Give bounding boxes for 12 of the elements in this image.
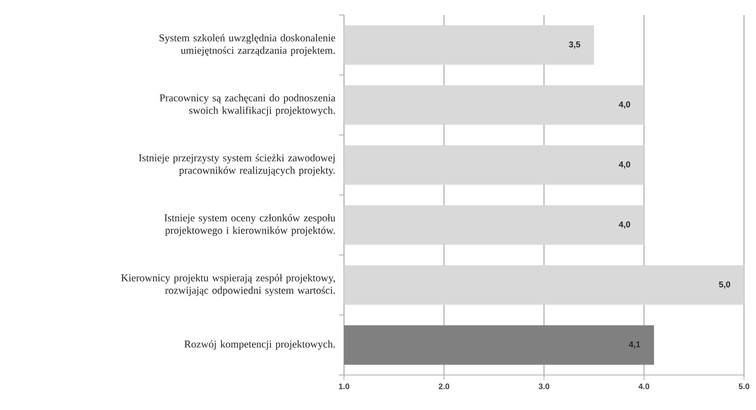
- data-label: 4,0: [618, 161, 630, 169]
- y-tick-label: Pracownicy są zachęcani do podnoszenia swoich kwalifikacji projektowych.: [160, 94, 336, 116]
- y-tick-label: Kierownicy projektu wspierają zespół projektowy, rozwijając odpowiedni system wartości.: [121, 274, 335, 296]
- data-label: 3,5: [568, 41, 580, 49]
- y-tick-label: System szkoleń uwzględnia doskonalenie umiejętności zarządzania projektem.: [160, 34, 336, 56]
- data-label: 4,1: [628, 341, 640, 349]
- y-tick-label: Istnieje przejrzysty system ścieżki zawodowej pracowników realizujących projekty.: [138, 154, 335, 176]
- data-label: 5,0: [718, 281, 730, 289]
- data-label: 4,0: [618, 101, 630, 109]
- y-tick-label: Rozwój kompetencji projektowych.: [184, 340, 335, 350]
- y-tick-label: Istnieje system oceny członków zespołu projektowego i kierowników projektów.: [164, 214, 336, 236]
- data-label: 4,0: [618, 221, 630, 229]
